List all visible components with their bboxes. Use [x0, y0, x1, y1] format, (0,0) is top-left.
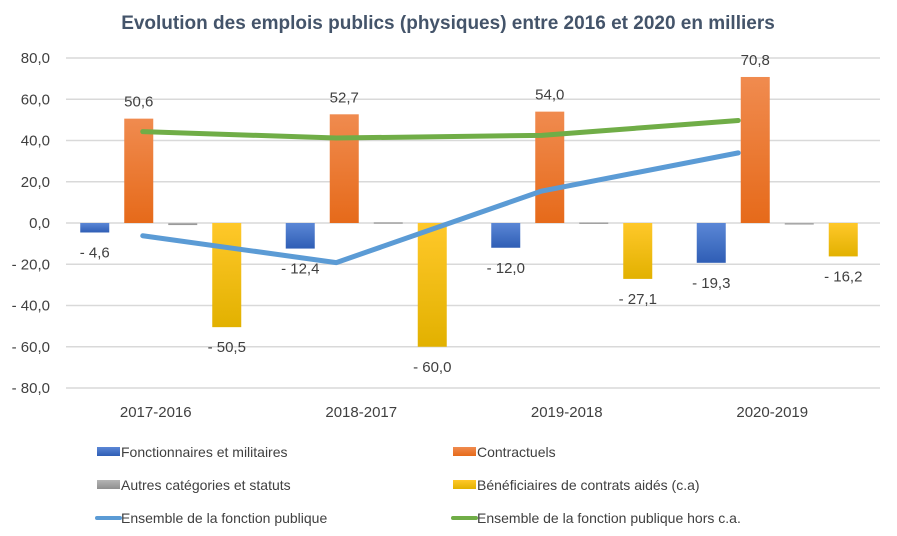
bar-fonctionnaires-et-militaires — [696, 223, 726, 263]
data-labels: - 4,6 - 12,4 - 12,0 - 19,3 50,6 52,7 54,0 70,8 -… — [80, 52, 863, 376]
data-label: - 50,5 — [208, 339, 246, 356]
data-label: 52,7 — [330, 89, 359, 106]
y-axis-ticks: 80,0 60,0 40,0 20,0 0,0 - 20,0 - 40,0 - 60,0 - 8… — [12, 50, 50, 397]
legend-swatch — [453, 447, 476, 456]
bar-autres-categories-et-statuts — [373, 222, 403, 224]
bar-contractuels — [535, 111, 565, 223]
data-label: - 27,1 — [619, 291, 657, 308]
legend-swatch — [97, 480, 120, 489]
bar-fonctionnaires-et-militaires — [285, 223, 315, 249]
data-label: - 4,6 — [80, 244, 110, 261]
legend-item-beneficiaires-de-contrats-aides-c-a: Bénéficiaires de contrats aidés (c.a) — [453, 477, 700, 493]
bar-contractuels — [329, 114, 359, 223]
bar-autres-categories-et-statuts — [784, 223, 814, 225]
y-tick-label: - 20,0 — [12, 256, 50, 273]
data-label: - 12,4 — [281, 261, 319, 278]
legend-item-autres-categories-et-statuts: Autres catégories et statuts — [97, 477, 291, 493]
bar-fonctionnaires-et-militaires — [80, 223, 110, 233]
legend-item-ensemble-de-la-fonction-publique: Ensemble de la fonction publique — [95, 510, 327, 526]
lines — [140, 117, 741, 266]
legend-label: Autres catégories et statuts — [121, 477, 291, 493]
x-tick-label: 2020-2019 — [736, 404, 808, 421]
y-tick-label: 20,0 — [21, 174, 50, 191]
line-ensemble-de-la-fonction-publique — [140, 150, 741, 266]
legend-item-fonctionnaires-et-militaires: Fonctionnaires et militaires — [97, 444, 288, 460]
y-tick-label: 0,0 — [29, 215, 50, 232]
legend-label: Fonctionnaires et militaires — [121, 444, 288, 460]
legend-label: Contractuels — [477, 444, 556, 460]
chart-title: Evolution des emplois publics (physiques… — [121, 13, 775, 34]
data-label: 50,6 — [124, 94, 153, 111]
x-tick-label: 2018-2017 — [325, 404, 397, 421]
y-tick-label: - 60,0 — [12, 339, 50, 356]
data-label: - 16,2 — [824, 268, 862, 285]
y-tick-label: - 40,0 — [12, 298, 50, 315]
legend: Fonctionnaires et militaires Contractuels… — [95, 444, 741, 526]
legend-swatch — [453, 480, 476, 489]
bar-autres-categories-et-statuts — [579, 222, 609, 224]
y-tick-label: 80,0 — [21, 50, 50, 67]
legend-label: Ensemble de la fonction publique hors c.… — [477, 510, 741, 526]
x-axis-categories: 2017-2016 2018-2017 2019-2018 2020-2019 — [120, 404, 808, 421]
bar-fonctionnaires-et-militaires — [491, 223, 521, 248]
y-tick-label: 40,0 — [21, 133, 50, 150]
bar-contractuels — [124, 118, 154, 223]
data-label: 70,8 — [741, 52, 770, 69]
bars — [80, 76, 858, 347]
data-label: 54,0 — [535, 87, 564, 104]
y-tick-label: - 80,0 — [12, 380, 50, 397]
bar-beneficiaires-de-contrats-aides-c-a — [417, 223, 447, 347]
legend-item-contractuels: Contractuels — [453, 444, 556, 460]
legend-label: Ensemble de la fonction publique — [121, 510, 327, 526]
data-label: - 12,0 — [487, 260, 525, 277]
legend-swatch — [97, 447, 120, 456]
bar-autres-categories-et-statuts — [168, 223, 198, 226]
legend-label: Bénéficiaires de contrats aidés (c.a) — [477, 477, 700, 493]
line-ensemble-de-la-fonction-publique-hors-c-a — [140, 117, 741, 141]
bar-beneficiaires-de-contrats-aides-c-a — [212, 223, 242, 328]
data-label: - 60,0 — [413, 359, 451, 376]
data-label: - 19,3 — [692, 275, 730, 292]
x-tick-label: 2019-2018 — [531, 404, 603, 421]
bar-beneficiaires-de-contrats-aides-c-a — [828, 223, 858, 257]
gridlines — [66, 57, 880, 389]
bar-beneficiaires-de-contrats-aides-c-a — [623, 223, 653, 279]
legend-item-ensemble-de-la-fonction-publique-hors-c-a: Ensemble de la fonction publique hors c.… — [451, 510, 741, 526]
x-tick-label: 2017-2016 — [120, 404, 192, 421]
bar-contractuels — [740, 76, 770, 223]
y-tick-label: 60,0 — [21, 91, 50, 108]
